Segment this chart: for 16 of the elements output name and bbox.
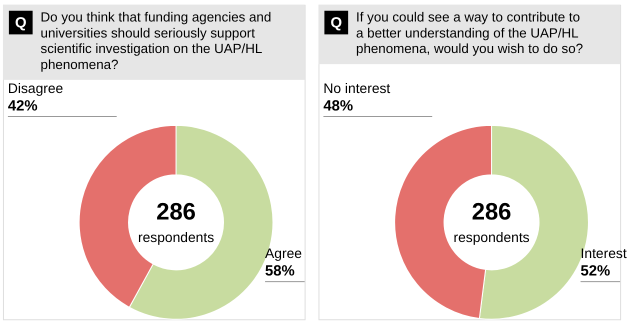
data-label: 48%	[323, 98, 354, 115]
text: respondents	[453, 229, 530, 246]
slice-label: Agree	[265, 244, 302, 261]
text: respondents	[138, 229, 214, 246]
chart-title: Do you think that funding agencies and universities should seriously support scientific investigation on the UAP/HL phenomena?	[40, 10, 272, 72]
text: Q	[14, 16, 27, 32]
text: 286	[472, 199, 512, 226]
text: 286	[156, 199, 196, 226]
data-label: 58%	[265, 264, 295, 280]
slice-label: Interest	[580, 244, 627, 261]
text: Q	[330, 16, 342, 32]
slice-label: No interest	[323, 80, 390, 96]
data-label: 52%	[580, 264, 610, 280]
slice-label: Disagree	[8, 80, 64, 96]
chart-title: If you could see a way to contribute to a better understanding of the UAP/HL phenomena, would you wish to do so?	[356, 10, 584, 56]
data-label: 42%	[8, 98, 38, 115]
